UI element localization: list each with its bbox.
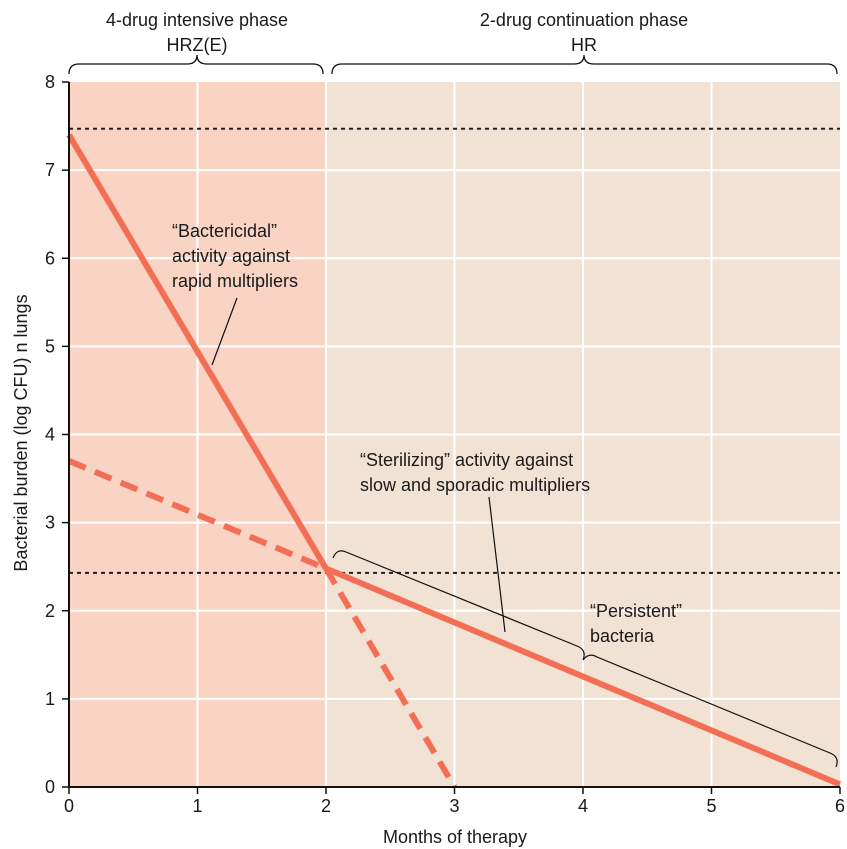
solid-decline-segment-1 <box>66 133 329 571</box>
x-tick-label: 1 <box>192 796 202 816</box>
persistent-annotation-line-1: “Persistent” <box>590 601 682 621</box>
solid-decline-segment-2 <box>324 565 842 788</box>
phase-continuation-regimen: HR <box>571 35 597 55</box>
dashed-decline-segment-4 <box>323 566 458 789</box>
y-tick-label: 4 <box>45 425 55 445</box>
sterilizing-annotation-line-1: “Sterilizing” activity against <box>360 450 573 470</box>
persistent-bracket <box>332 550 838 768</box>
x-tick-label: 2 <box>321 796 331 816</box>
phase-intensive-title: 4-drug intensive phase <box>106 10 288 30</box>
y-tick-label: 6 <box>45 248 55 268</box>
x-tick-label: 4 <box>578 796 588 816</box>
persistent-annotation-line-2: bacteria <box>590 626 655 646</box>
x-axis-label: Months of therapy <box>383 827 527 847</box>
x-tick-label: 3 <box>449 796 459 816</box>
y-tick-label: 7 <box>45 160 55 180</box>
y-tick-label: 8 <box>45 72 55 92</box>
bactericidal-annotation-line-1: “Bactericidal” <box>172 221 277 241</box>
y-axis-label: Bacterial burden (log CFU) n lungs <box>11 294 31 571</box>
phase-intensive-brace <box>68 54 324 75</box>
sterilizing-leader-line <box>488 496 506 633</box>
y-tick-label: 3 <box>45 513 55 533</box>
bactericidal-annotation-line-2: activity against <box>172 246 290 266</box>
y-tick-label: 1 <box>45 689 55 709</box>
y-tick-label: 0 <box>45 777 55 797</box>
y-tick-label: 5 <box>45 336 55 356</box>
x-tick-label: 5 <box>706 796 716 816</box>
x-tick-label: 6 <box>835 796 845 816</box>
phase-continuation-brace <box>331 54 838 75</box>
dashed-decline-segment-3 <box>67 458 328 572</box>
y-tick-label: 2 <box>45 601 55 621</box>
phase-intensive-regimen: HRZ(E) <box>167 35 228 55</box>
x-tick-label: 0 <box>64 796 74 816</box>
sterilizing-annotation-line-2: slow and sporadic multipliers <box>360 475 590 495</box>
bactericidal-annotation-line-3: rapid multipliers <box>172 271 298 291</box>
phase-continuation-title: 2-drug continuation phase <box>480 10 688 30</box>
bactericidal-leader-line <box>211 297 238 366</box>
